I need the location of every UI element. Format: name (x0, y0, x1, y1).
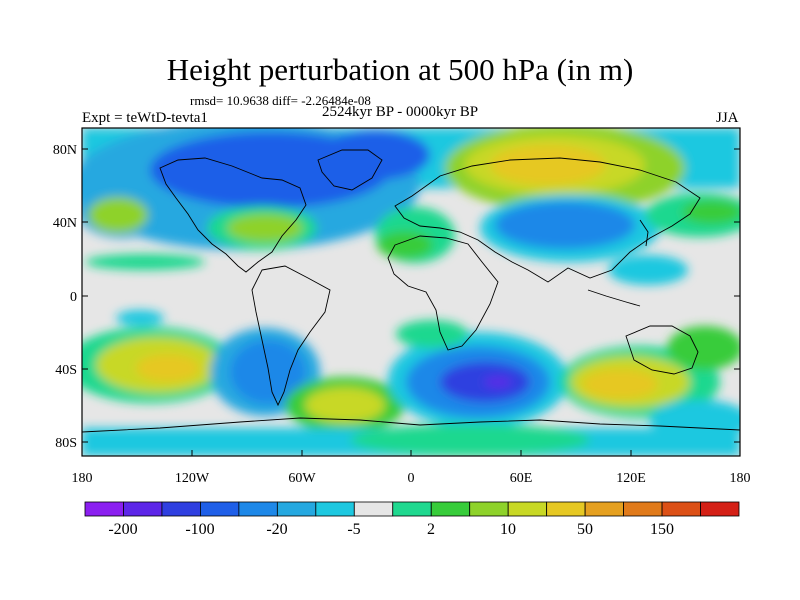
greenland-coast (317, 149, 383, 191)
antarctica-coast (82, 417, 740, 433)
colorbar-label-7: 150 (650, 521, 674, 538)
colorbar-swatch (469, 501, 509, 517)
colorbar-label-3: -5 (347, 521, 360, 538)
lat-labels: 80N 40N 0 40S 80S (53, 143, 77, 451)
colorbar-swatch (623, 501, 663, 517)
lon-label-60w: 60W (288, 471, 316, 486)
colorbar-swatch (392, 501, 432, 517)
lat-label-80s: 80S (55, 436, 77, 451)
colorbar-swatch (200, 501, 240, 517)
colorbar-swatch (661, 501, 701, 517)
south-america-coast (251, 265, 331, 407)
colorbar-swatch (584, 501, 624, 517)
colorbar-label-5: 10 (500, 521, 516, 538)
colorbar-label-1: -100 (185, 521, 214, 538)
lon-label-180e: 180 (730, 471, 751, 486)
lon-label-0: 0 (408, 471, 415, 486)
plot-title: Height perturbation at 500 hPa (in m) (166, 52, 634, 87)
colorbar-swatch (507, 501, 548, 517)
experiment-label: Expt = teWtD-tevta1 (82, 110, 208, 126)
lon-labels: 180 120W 60W 0 60E 120E 180 (72, 471, 751, 486)
colorbar-labels: -200 -100 -20 -5 2 10 50 150 (108, 521, 674, 538)
colorbar-swatch (315, 501, 355, 517)
colorbar-swatch (238, 501, 278, 517)
lon-label-120w: 120W (175, 471, 210, 486)
lon-ticks (191, 450, 632, 456)
colorbar-swatch (353, 501, 394, 517)
lat-ticks (82, 148, 740, 443)
coastlines (82, 149, 740, 433)
north-america-coast (159, 157, 307, 273)
lat-label-40n: 40N (53, 216, 77, 231)
eurasia-coast (394, 157, 701, 283)
australia-coast (625, 325, 699, 375)
lat-label-40s: 40S (55, 363, 77, 378)
lon-label-180w: 180 (72, 471, 93, 486)
africa-coast (387, 235, 499, 351)
colorbar (84, 501, 740, 517)
height-field (82, 128, 740, 456)
colorbar-swatch (276, 501, 317, 517)
colorbar-swatch (546, 501, 586, 517)
season-label: JJA (716, 110, 739, 126)
stats-label: rmsd= 10.9638 diff= -2.26484e-08 (190, 93, 371, 108)
indonesia-coast (587, 289, 641, 307)
colorbar-label-4: 2 (427, 521, 435, 538)
colorbar-swatch (84, 501, 124, 517)
lat-label-0: 0 (70, 290, 77, 305)
colorbar-swatch (161, 501, 201, 517)
colorbar-label-2: -20 (266, 521, 287, 538)
lon-label-120e: 120E (616, 471, 646, 486)
japan-coast (639, 219, 649, 247)
period-label: 2524kyr BP - 0000kyr BP (322, 104, 479, 120)
colorbar-swatch (123, 501, 163, 517)
lon-label-60e: 60E (510, 471, 533, 486)
lat-label-80n: 80N (53, 143, 77, 158)
colorbar-swatch (430, 501, 471, 517)
colorbar-label-0: -200 (108, 521, 137, 538)
colorbar-label-6: 50 (577, 521, 593, 538)
colorbar-swatch (700, 501, 740, 517)
